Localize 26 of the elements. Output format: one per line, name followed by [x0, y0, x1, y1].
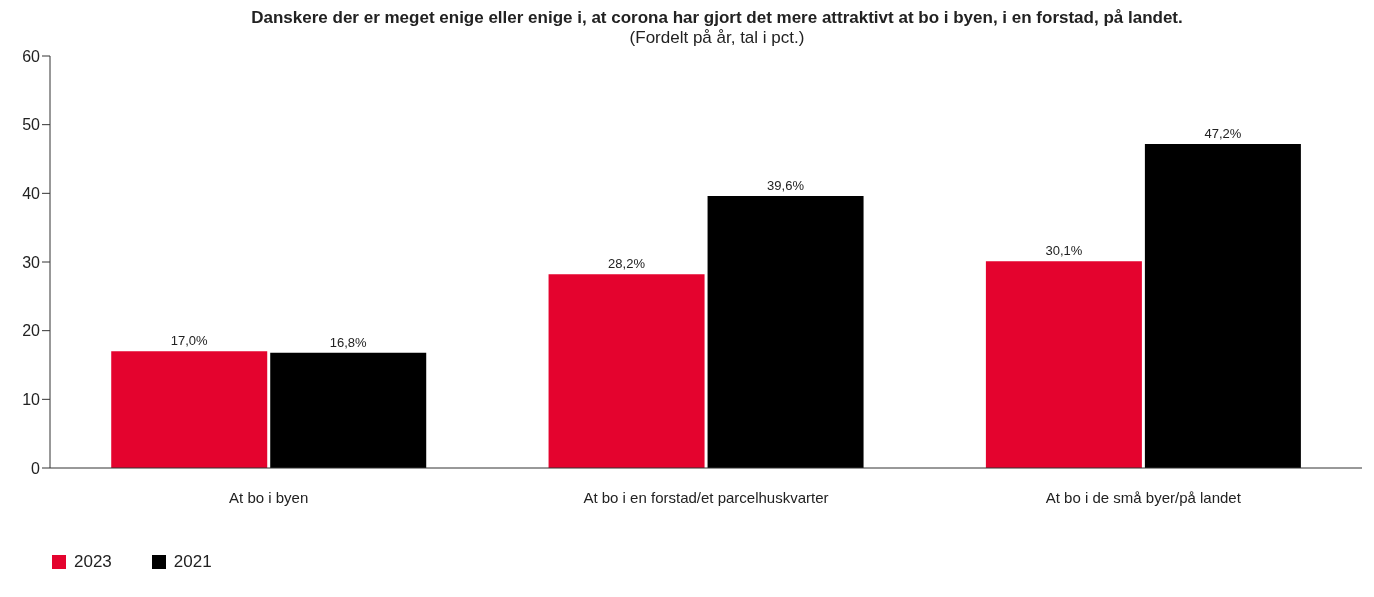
y-tick-label: 40 — [22, 185, 41, 203]
bar — [270, 352, 427, 468]
y-tick-label: 0 — [31, 459, 41, 477]
y-tick-label: 50 — [22, 116, 41, 134]
data-label: 39,6% — [767, 178, 805, 194]
bar — [707, 196, 864, 468]
bar — [1144, 143, 1301, 468]
chart-title: Danskere der er meget enige eller enige i, at corona har gjort det mere attraktivt at bo i byen, i en forstad, på landet. — [250, 8, 1184, 28]
x-tick-label: At bo i en forstad/et parcelhuskvarter — [583, 488, 829, 506]
y-tick-label: 20 — [22, 322, 41, 340]
x-tick-label: At bo i byen — [229, 488, 309, 506]
y-tick-label: 60 — [22, 47, 41, 65]
data-label: 28,2% — [608, 256, 646, 272]
legend-label: 2021 — [173, 552, 212, 572]
data-label: 17,0% — [170, 333, 209, 349]
y-tick-label: 30 — [22, 253, 41, 271]
y-tick-label: 10 — [22, 391, 41, 409]
data-label: 47,2% — [1204, 125, 1242, 141]
legend-label: 2023 — [74, 552, 112, 572]
data-label: 16,8% — [329, 334, 368, 350]
bar — [548, 274, 705, 468]
bar — [111, 351, 268, 468]
data-label: 30,1% — [1045, 243, 1083, 259]
bar — [985, 261, 1142, 468]
x-tick-label: At bo i de små byer/på landet — [1045, 488, 1242, 506]
chart-subtitle: (Fordelt på år, tal i pct.) — [628, 28, 806, 48]
